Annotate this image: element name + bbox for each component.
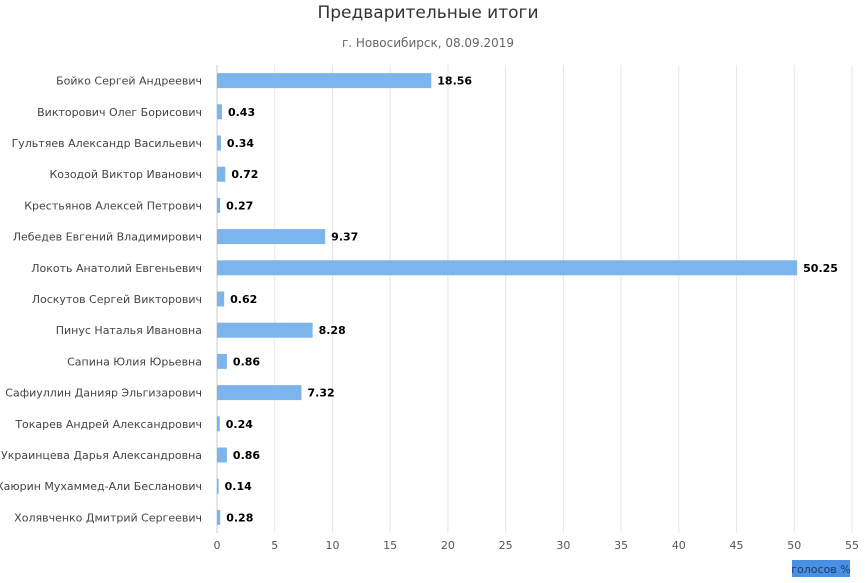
bar [217,353,227,369]
x-tick-labels: 0 5 10 15 20 25 30 35 40 45 50 55 [214,539,860,552]
category-label: Локоть Анатолий Евгеньевич [31,262,202,275]
bar [217,416,220,432]
bars [217,73,798,525]
x-tick-label: 45 [730,539,744,552]
data-label: 0.43 [228,106,255,119]
bar [217,385,302,401]
x-tick-label: 15 [383,539,397,552]
x-tick-label: 35 [614,539,628,552]
data-label: 8.28 [319,324,346,337]
x-tick-label: 30 [556,539,570,552]
x-tick-label: 50 [787,539,801,552]
data-label: 0.28 [226,511,253,524]
x-tick-label: 25 [499,539,513,552]
data-label: 7.32 [308,387,335,400]
data-label: 50.25 [803,262,838,275]
category-label: Лебедев Евгений Владимирович [13,231,202,244]
category-labels: Бойко Сергей Андреевич Викторович Олег Бо… [0,75,202,525]
category-label: Лоскутов Сергей Викторович [32,293,202,306]
bar [217,509,221,525]
bar [217,197,221,213]
bar [217,260,798,276]
data-label: 0.86 [233,449,260,462]
bar [217,166,226,182]
x-tick-label: 40 [672,539,686,552]
data-label: 18.56 [437,75,472,88]
data-label: 0.34 [227,137,254,150]
chart-subtitle: г. Новосибирск, 08.09.2019 [342,36,514,50]
x-tick-label: 55 [845,539,859,552]
category-label: Украинцева Дарья Александровна [1,449,202,462]
category-label: Сапина Юлия Юрьевна [67,355,202,368]
data-label: 0.14 [225,480,252,493]
chart-title: Предварительные итоги [317,3,538,23]
category-label: Крестьянов Алексей Петрович [24,199,202,212]
bar [217,229,326,245]
category-label: Гультяев Александр Васильевич [12,137,202,150]
x-axis-unit-badge [792,560,850,577]
category-label: Козодой Виктор Иванович [49,168,202,181]
x-tick-label: 10 [325,539,339,552]
data-label: 0.86 [233,355,260,368]
category-label: Холявченко Дмитрий Сергеевич [14,511,202,524]
bar [217,73,432,89]
data-label: 0.62 [230,293,257,306]
bar [217,447,227,463]
data-labels: 18.56 0.43 0.34 0.72 0.27 9.37 50.25 0.62 8.28 0.… [225,75,838,525]
x-tick-label: 5 [271,539,278,552]
category-label: Хаюрин Мухаммед-Али Бесланович [0,480,202,493]
x-axis-unit-label: голосов % [791,563,850,576]
category-label: Сафиуллин Данияр Эльгизарович [5,387,202,400]
category-label: Бойко Сергей Андреевич [56,75,202,88]
bar [217,478,219,494]
data-label: 0.27 [226,199,253,212]
bar [217,104,222,120]
gridlines [216,65,853,533]
x-tick-label: 0 [214,539,221,552]
bar [217,291,225,307]
data-label: 0.72 [231,168,258,181]
x-tick-label: 20 [441,539,455,552]
data-label: 0.24 [226,418,253,431]
category-label: Викторович Олег Борисович [37,106,202,119]
category-label: Токарев Андрей Александрович [14,418,202,431]
bar [217,322,313,338]
data-label: 9.37 [331,231,358,244]
bar [217,135,221,151]
category-label: Пинус Наталья Ивановна [56,324,202,337]
